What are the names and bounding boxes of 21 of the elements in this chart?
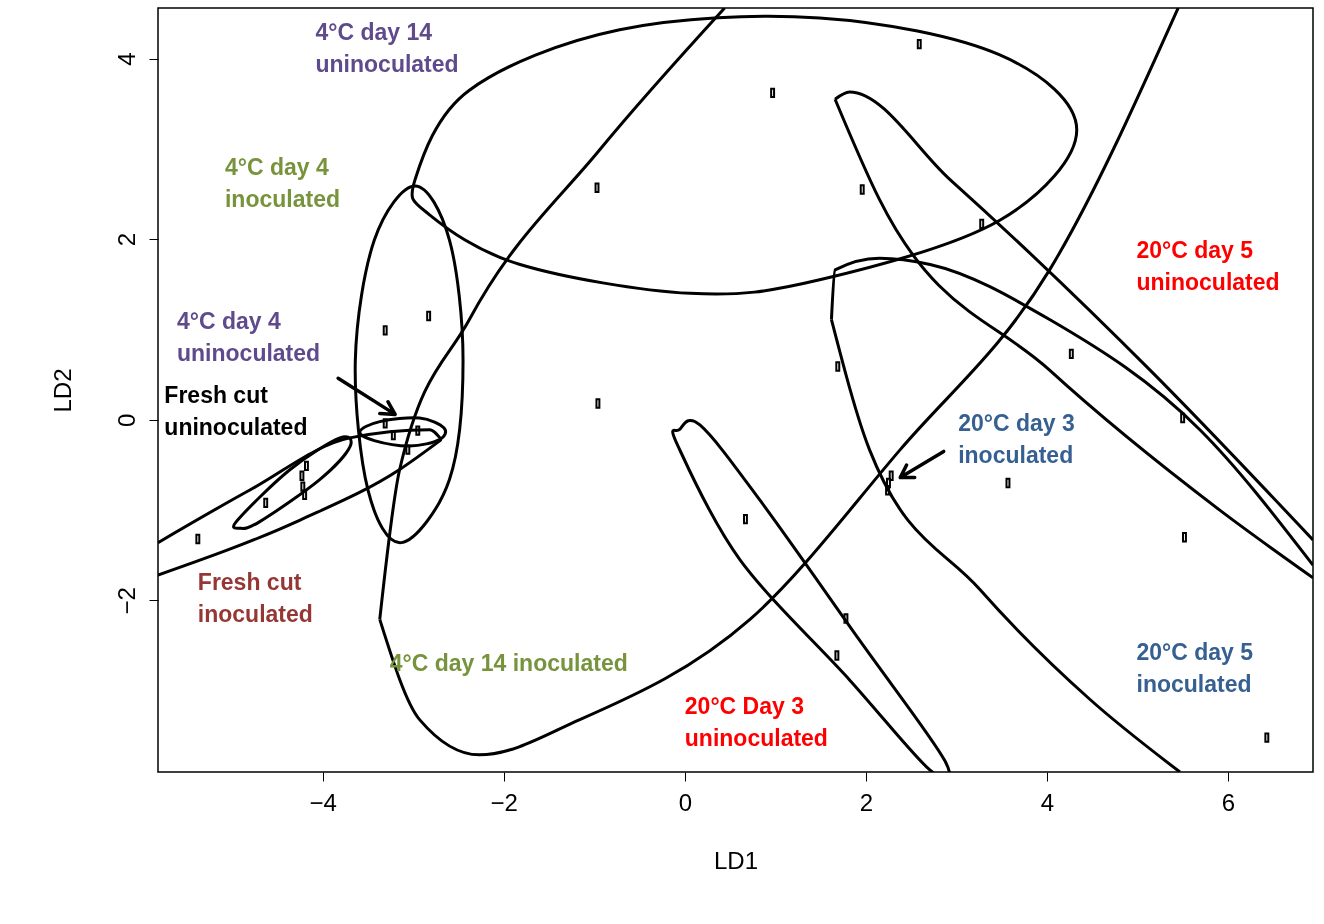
x-tick-label: 4 xyxy=(1040,788,1055,816)
y-tick-label: −2 xyxy=(112,587,140,615)
y-tick-label: 2 xyxy=(112,233,140,247)
y-tick-label: 4 xyxy=(112,52,140,66)
annotation: 20°C day 5 uninoculated xyxy=(1136,237,1280,296)
annotation: 20°C Day 3 uninoculated xyxy=(684,693,828,752)
x-tick-label: 0 xyxy=(678,788,692,816)
x-tick-label: −4 xyxy=(309,788,337,816)
y-axis-title: LD2 xyxy=(48,368,76,413)
x-tick-label: −2 xyxy=(490,788,518,816)
x-axis-title: LD1 xyxy=(713,846,759,874)
annotation: 4°C day 4 uninoculated xyxy=(177,308,321,367)
annotation: 20°C day 3 inoculated xyxy=(958,410,1075,469)
annotation: Fresh cut inoculated xyxy=(197,568,313,627)
annotation: 4°C day 4 inoculated xyxy=(224,154,340,213)
annotation: 4°C day 14 uninoculated xyxy=(315,18,459,77)
annotation: Fresh cut uninoculated xyxy=(164,381,308,440)
annotation: 20°C day 5 inoculated xyxy=(1136,638,1254,697)
x-tick-label: 6 xyxy=(1221,788,1236,816)
y-tick-label: 0 xyxy=(112,413,140,427)
x-tick-label: 2 xyxy=(859,788,874,816)
